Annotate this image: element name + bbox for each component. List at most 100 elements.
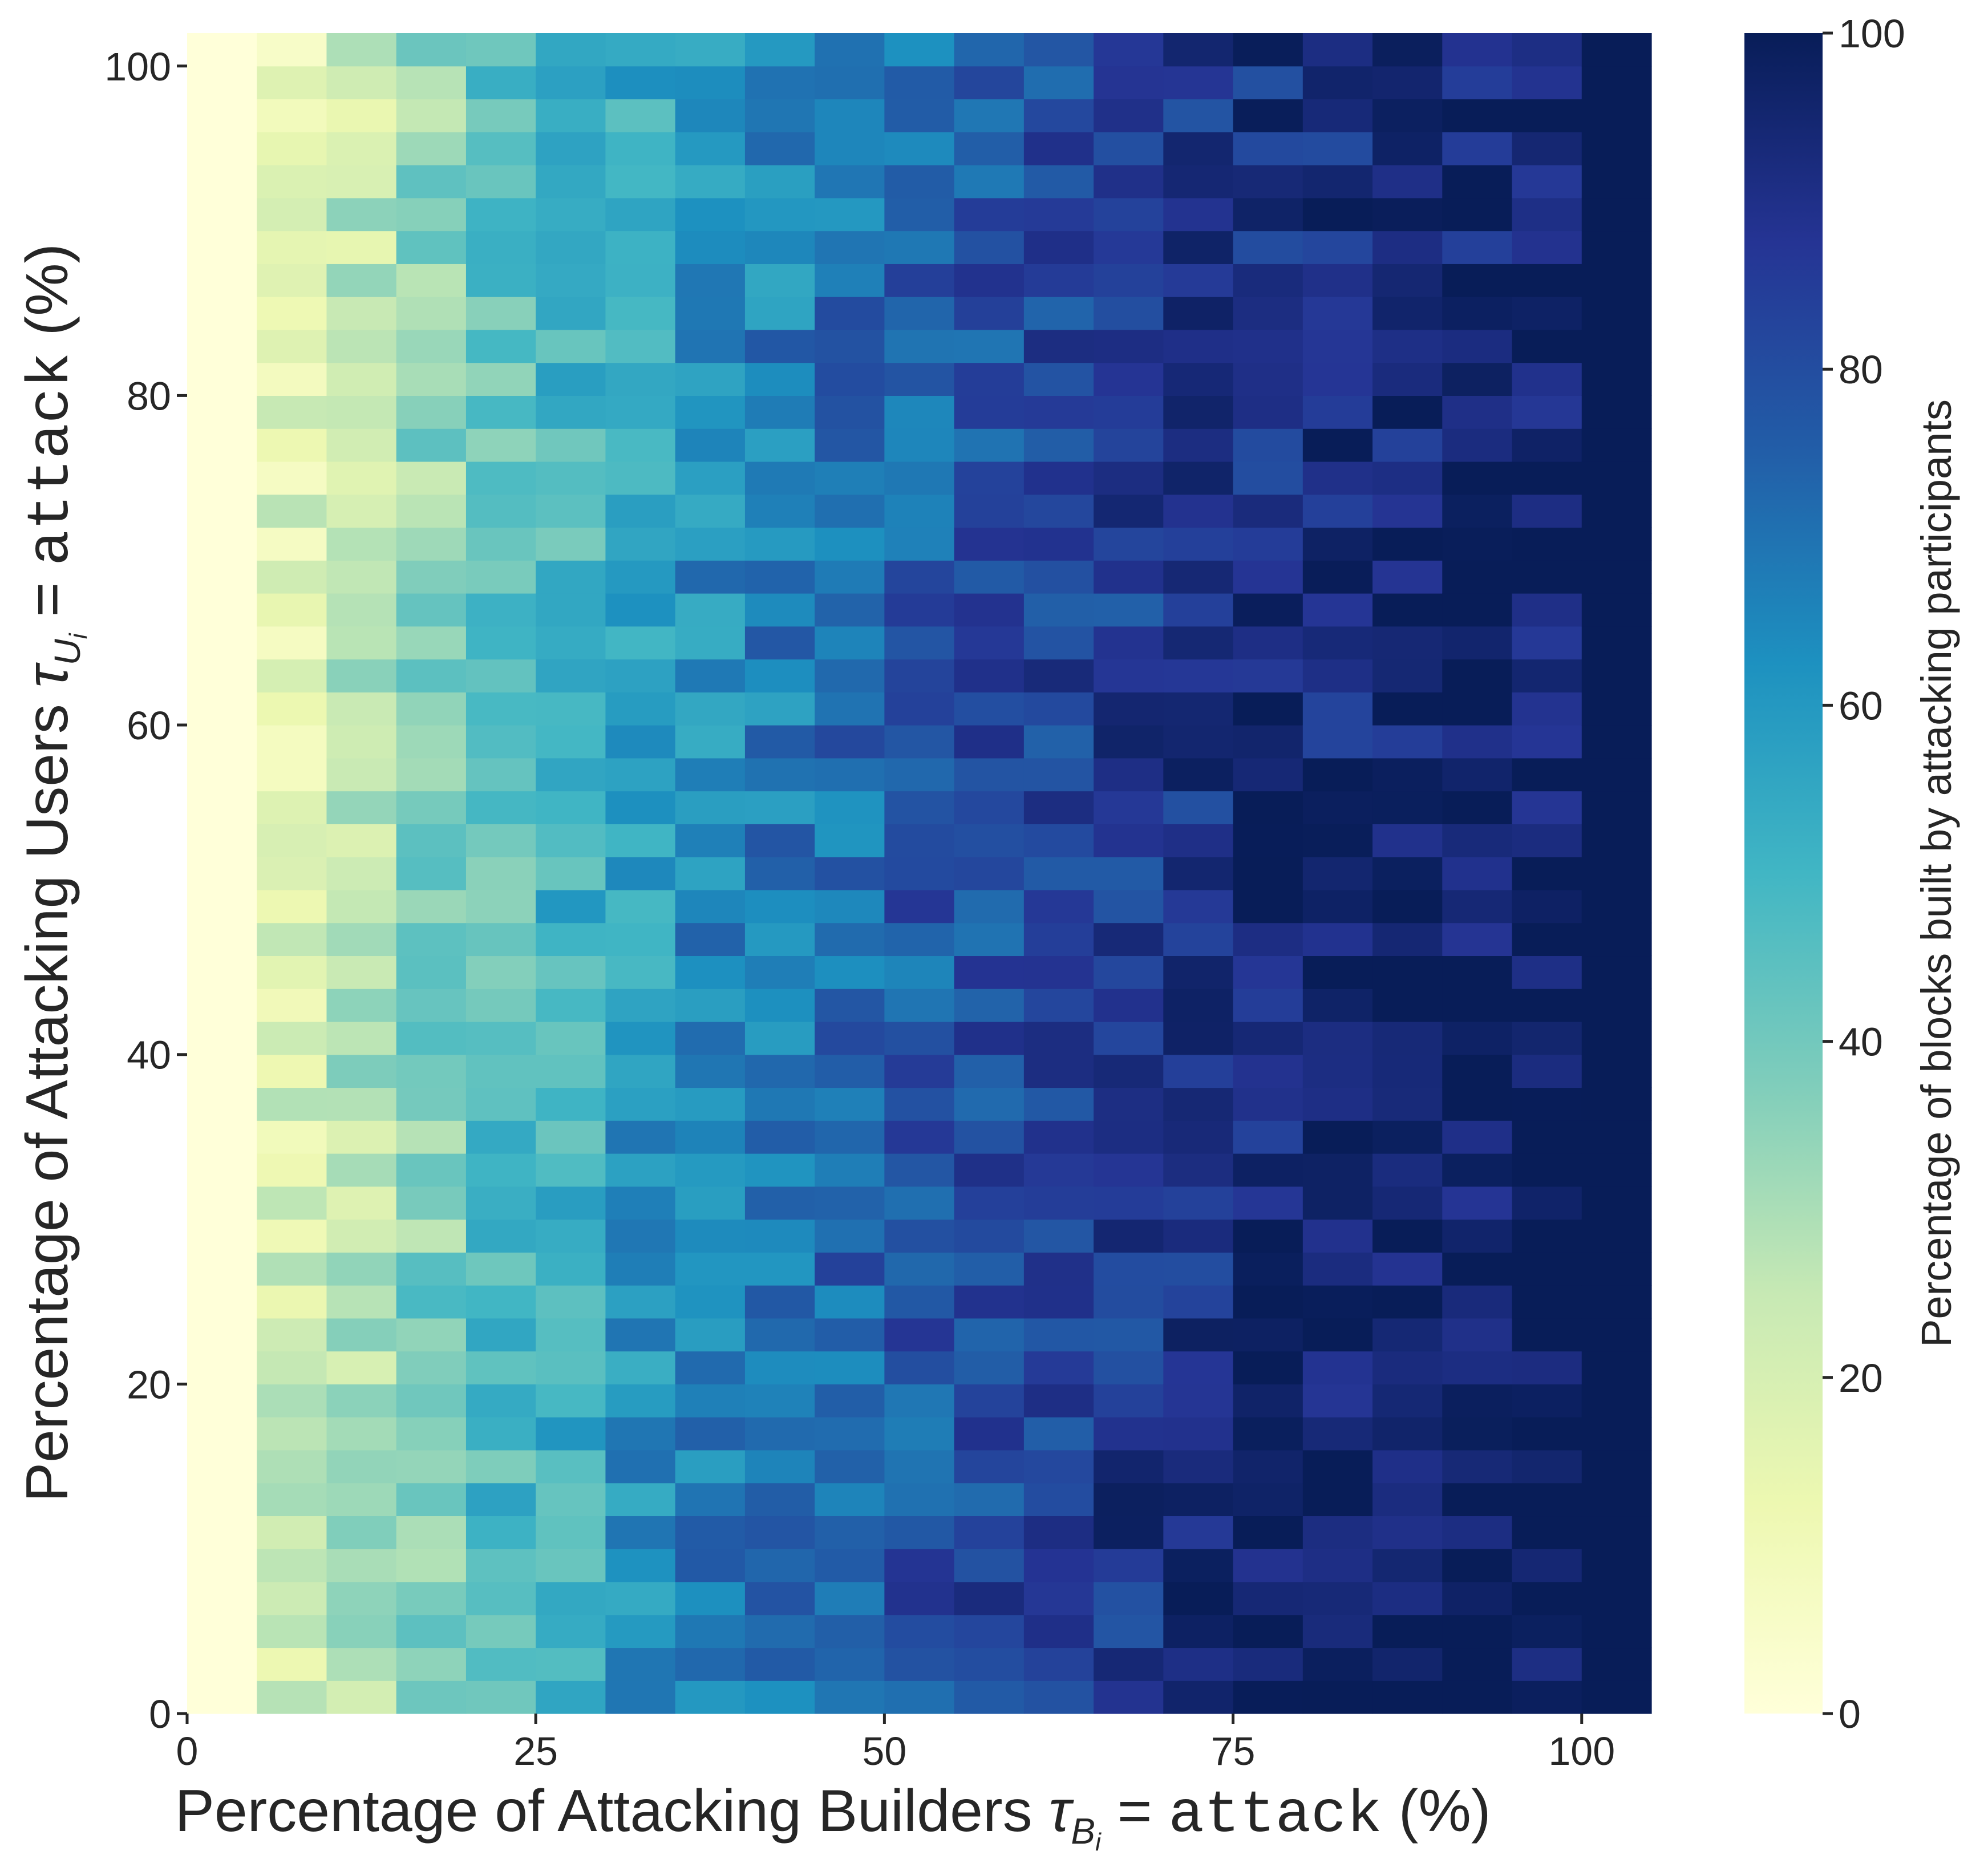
heatmap-cell bbox=[1023, 1581, 1094, 1615]
heatmap-cell bbox=[1442, 1614, 1513, 1649]
heatmap-cell bbox=[744, 428, 815, 462]
heatmap-cell bbox=[605, 1318, 676, 1352]
heatmap-cell bbox=[1302, 197, 1373, 232]
heatmap-cell bbox=[1023, 1252, 1094, 1286]
heatmap-cell bbox=[1512, 99, 1582, 132]
heatmap-cell bbox=[605, 1647, 676, 1681]
heatmap-cell bbox=[326, 99, 397, 132]
heatmap-cell bbox=[884, 1021, 955, 1055]
heatmap-cell bbox=[605, 329, 676, 363]
heatmap-cell bbox=[1233, 1186, 1303, 1220]
heatmap-cell bbox=[257, 395, 327, 429]
heatmap-cell bbox=[1581, 395, 1652, 429]
heatmap-cell bbox=[257, 1581, 327, 1615]
heatmap-cell bbox=[257, 1483, 327, 1517]
heatmap-cell bbox=[1442, 297, 1513, 330]
heatmap-cell bbox=[1233, 329, 1303, 363]
heatmap-cell bbox=[605, 99, 676, 132]
heatmap-cell bbox=[1302, 165, 1373, 199]
x-axis-label-eq: = bbox=[1101, 1778, 1169, 1844]
heatmap-cell bbox=[326, 824, 397, 857]
x-axis-label-sub: B bbox=[1071, 1811, 1095, 1852]
heatmap-cell bbox=[1372, 824, 1443, 857]
heatmap-cell bbox=[605, 989, 676, 1022]
heatmap-cell bbox=[815, 560, 885, 594]
heatmap-cell bbox=[396, 659, 467, 692]
heatmap-cell bbox=[815, 329, 885, 363]
heatmap-cell bbox=[1163, 692, 1234, 726]
heatmap-cell bbox=[257, 626, 327, 660]
heatmap-cell bbox=[675, 197, 746, 232]
heatmap-cell bbox=[1233, 889, 1303, 924]
heatmap-cell bbox=[884, 197, 955, 232]
heatmap-cell bbox=[257, 33, 327, 67]
heatmap-cell bbox=[396, 1054, 467, 1088]
heatmap-cell bbox=[1094, 1549, 1164, 1582]
heatmap-cell bbox=[1163, 791, 1234, 824]
x-axis-label: Percentage of Attacking Builders τBi = a… bbox=[175, 1778, 1491, 1856]
heatmap-cell bbox=[1372, 1549, 1443, 1582]
heatmap-cell bbox=[815, 857, 885, 890]
heatmap-cell bbox=[605, 395, 676, 429]
heatmap-cell bbox=[744, 1417, 815, 1451]
heatmap-cell bbox=[1372, 889, 1443, 924]
heatmap-cell bbox=[465, 33, 536, 67]
heatmap-cell bbox=[1302, 1680, 1373, 1714]
heatmap-cell bbox=[536, 1285, 606, 1319]
heatmap-cell bbox=[1581, 791, 1652, 824]
heatmap-cell bbox=[1163, 329, 1234, 363]
heatmap-cell bbox=[815, 989, 885, 1022]
heatmap-cell bbox=[884, 1153, 955, 1187]
heatmap-cell bbox=[1023, 1021, 1094, 1055]
heatmap-cell bbox=[396, 692, 467, 726]
heatmap-cell bbox=[605, 1186, 676, 1220]
heatmap-cell bbox=[536, 1021, 606, 1055]
heatmap-cell bbox=[1442, 692, 1513, 726]
heatmap-cell bbox=[187, 1054, 257, 1088]
heatmap-cell bbox=[1372, 1252, 1443, 1286]
heatmap-cell bbox=[1023, 1153, 1094, 1187]
heatmap-cell bbox=[326, 230, 397, 264]
heatmap-cell bbox=[815, 626, 885, 660]
heatmap-cell bbox=[1163, 857, 1234, 890]
heatmap-cell bbox=[1372, 395, 1443, 429]
heatmap-cell bbox=[884, 659, 955, 692]
heatmap-cell bbox=[884, 1219, 955, 1253]
heatmap-cell bbox=[884, 165, 955, 199]
heatmap-cell bbox=[1233, 593, 1303, 627]
heatmap-cell bbox=[815, 955, 885, 989]
heatmap-cell bbox=[396, 165, 467, 199]
y-axis-label-var: τ bbox=[14, 662, 80, 687]
heatmap-cell bbox=[536, 725, 606, 759]
heatmap-cell bbox=[1581, 1581, 1652, 1615]
heatmap-cell bbox=[1442, 362, 1513, 396]
heatmap-cell bbox=[605, 1285, 676, 1319]
heatmap-cell bbox=[884, 626, 955, 660]
heatmap-cell bbox=[257, 1516, 327, 1549]
heatmap-cell bbox=[1094, 889, 1164, 924]
heatmap-cell bbox=[1233, 1252, 1303, 1286]
heatmap-cell bbox=[744, 824, 815, 857]
heatmap-cell bbox=[1094, 593, 1164, 627]
heatmap-cell bbox=[257, 989, 327, 1022]
heatmap-cell bbox=[187, 560, 257, 594]
heatmap-cell bbox=[744, 1351, 815, 1384]
heatmap-cell bbox=[1163, 1318, 1234, 1352]
heatmap-cell bbox=[326, 197, 397, 232]
heatmap-cell bbox=[465, 197, 536, 232]
heatmap-cell bbox=[536, 230, 606, 264]
heatmap-cell bbox=[1023, 1351, 1094, 1384]
heatmap-cell bbox=[605, 1153, 676, 1187]
heatmap-cell bbox=[815, 165, 885, 199]
heatmap-cell bbox=[326, 1417, 397, 1451]
heatmap-cell bbox=[536, 889, 606, 924]
heatmap-cell bbox=[815, 725, 885, 759]
heatmap-cell bbox=[1581, 1417, 1652, 1451]
heatmap-cell bbox=[1372, 955, 1443, 989]
heatmap-cell bbox=[815, 659, 885, 692]
heatmap-cell bbox=[1094, 1516, 1164, 1549]
heatmap-cell bbox=[884, 1647, 955, 1681]
heatmap-cell bbox=[187, 1417, 257, 1451]
heatmap-cell bbox=[1581, 626, 1652, 660]
heatmap-cell bbox=[1442, 889, 1513, 924]
